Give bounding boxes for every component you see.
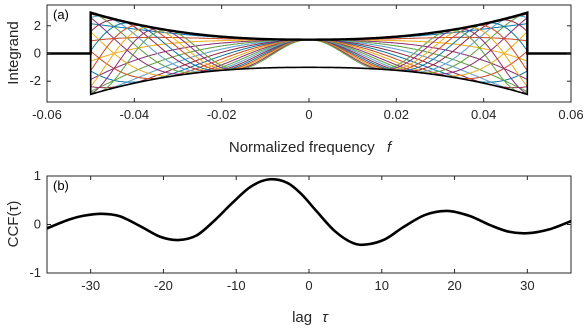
- integrand-curve: [90, 39, 528, 92]
- panel-b-xtick-label: 0: [305, 278, 312, 293]
- panel-b-xtick-label: 10: [375, 278, 389, 293]
- panel-a-xtick-label: 0: [305, 107, 312, 122]
- integrand-curve: [90, 13, 528, 41]
- panel-b-xtick-label: -10: [227, 278, 246, 293]
- panel-b-xtick-label: -20: [154, 278, 173, 293]
- panel-a-xtick-label: -0.04: [120, 107, 150, 122]
- integrand-curve: [90, 39, 528, 89]
- panel-a-xtick-label: -0.02: [207, 107, 237, 122]
- panel-a-xtick-label: 0.04: [471, 107, 496, 122]
- integrand-curve: [90, 13, 528, 41]
- panel-b-ytick-label: 1: [34, 168, 41, 183]
- panel-b-tag: (b): [53, 178, 69, 193]
- integrand-highlight-curve: [90, 11, 528, 41]
- panel-a-xtick-label: 0.06: [558, 107, 583, 122]
- integrand-curve: [90, 17, 528, 75]
- panel-a-xtick-label: -0.06: [32, 107, 62, 122]
- panel-b-xlabel-text: lag: [292, 309, 312, 326]
- panel-b-xtick-label: -30: [81, 278, 100, 293]
- panel-a-xlabel: Normalized frequency f: [229, 139, 393, 156]
- envelope-lower: [47, 52, 571, 96]
- integrand-curve: [90, 39, 528, 62]
- panel-a-xlabel-symbol: f: [387, 139, 393, 156]
- panel-a-tag: (a): [53, 7, 69, 22]
- panel-b-curves: [47, 177, 571, 247]
- panel-a-xlabel-text: Normalized frequency: [229, 139, 375, 156]
- panel-b-ticks: -30 -20 -10 0 10 20 30-101: [29, 168, 571, 293]
- integrand-curve: [90, 22, 528, 72]
- panel-b-ytick-label: -1: [29, 265, 41, 280]
- panel-b-ytick-label: 0: [34, 217, 41, 232]
- integrand-curve: [90, 12, 528, 74]
- panel-a-frame: [46, 4, 572, 103]
- panel-a-ytick-label: 0: [34, 46, 41, 61]
- integrand-curve: [90, 22, 528, 72]
- panel-b-frame: [46, 175, 572, 274]
- integrand-curve: [90, 39, 528, 80]
- panel-a-curves: [47, 11, 571, 96]
- panel-b-xtick-label: 20: [447, 278, 461, 293]
- integrand-curve: [90, 39, 528, 80]
- panel-b-xlabel: lag τ: [292, 309, 329, 326]
- ccf-curve: [47, 177, 571, 247]
- integrand-curve: [90, 17, 528, 75]
- panel-b-xtick-label: 30: [520, 278, 534, 293]
- panel-a-ylabel: Integrand: [5, 21, 22, 84]
- panel-b: -30 -20 -10 0 10 20 30-101 (b) CCF(τ) lag τ: [5, 168, 572, 326]
- panel-a-ytick-label: -2: [29, 73, 41, 88]
- panel-a-ytick-label: 2: [34, 18, 41, 33]
- panel-a: -0.06 -0.04 -0.02 0 0.02 0.04 0.06 -2 0 2 (a) Int…: [5, 4, 584, 156]
- panel-b-xlabel-symbol: τ: [322, 309, 329, 326]
- panel-a-ticks: -0.06 -0.04 -0.02 0 0.02 0.04 0.06 -2 0 2: [29, 5, 584, 122]
- envelope-upper: [47, 11, 571, 55]
- integrand-curve: [90, 39, 528, 92]
- integrand-curve: [90, 39, 528, 62]
- panel-a-xtick-label: 0.02: [384, 107, 409, 122]
- integrand-curve: [90, 12, 528, 74]
- panel-b-ylabel: CCF(τ): [5, 201, 22, 248]
- integrand-curve: [90, 39, 528, 89]
